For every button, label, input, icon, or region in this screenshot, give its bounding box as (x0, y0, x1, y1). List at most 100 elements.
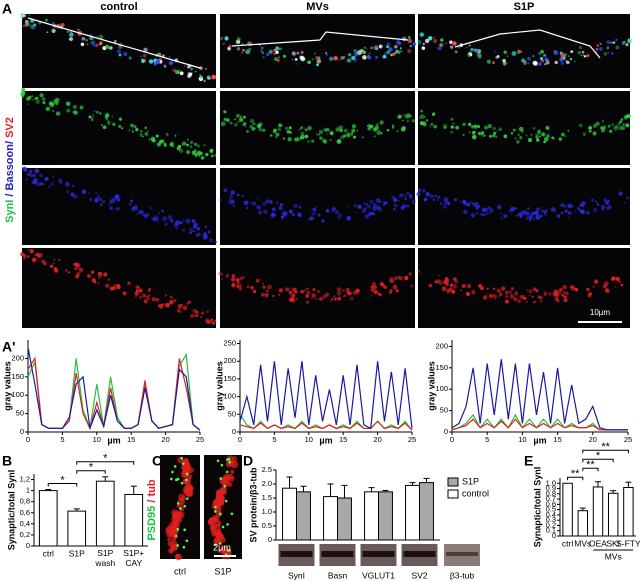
y-axis-title: gray values (214, 361, 224, 411)
punctum (500, 212, 502, 215)
punctum (293, 203, 298, 208)
punctum (135, 289, 139, 293)
punctum (618, 191, 623, 196)
y-tick-label: 50 (16, 409, 24, 418)
punctum (437, 274, 440, 277)
y-tick-label: 0 (444, 427, 448, 436)
punctum (528, 288, 533, 294)
channel-label: SynI / Bassoon/ SV2 (4, 117, 16, 223)
punctum (581, 50, 585, 54)
y-tick-label: 0.6 (546, 499, 556, 508)
psd95-punctum (185, 539, 189, 543)
strand (172, 514, 181, 523)
punctum (579, 209, 581, 211)
strand (184, 463, 192, 471)
strand (230, 469, 235, 475)
column-label: ctrl (174, 566, 186, 576)
punctum (489, 212, 492, 214)
punctum (95, 197, 99, 202)
x-tick-label: 25 (196, 435, 204, 444)
punctum (611, 123, 614, 126)
punctum (256, 205, 258, 208)
punctum (179, 311, 182, 313)
punctum (471, 290, 476, 295)
punctum (625, 43, 629, 47)
punctum (370, 46, 374, 50)
punctum (303, 289, 306, 292)
punctum (420, 272, 423, 275)
y-tick-label: 250 (223, 339, 236, 348)
punctum (211, 74, 217, 80)
punctum (601, 120, 604, 123)
punctum (498, 127, 503, 131)
significance-label: * (89, 462, 94, 474)
punctum (367, 204, 371, 209)
punctum (84, 190, 87, 193)
punctum (271, 207, 276, 212)
punctum (625, 123, 630, 128)
punctum (483, 213, 486, 217)
significance-label: ** (601, 441, 610, 453)
punctum (409, 45, 412, 48)
punctum (512, 128, 516, 132)
punctum (300, 126, 304, 130)
punctum (319, 136, 323, 140)
punctum (600, 128, 606, 133)
punctum (452, 41, 457, 46)
punctum (22, 253, 27, 258)
psd95-punctum (223, 484, 227, 488)
punctum (31, 257, 37, 263)
punctum (27, 248, 30, 251)
punctum (163, 142, 167, 146)
punctum (611, 276, 616, 281)
punctum (496, 54, 500, 59)
punctum (532, 217, 536, 220)
punctum (187, 138, 189, 141)
punctum (452, 284, 458, 289)
punctum (118, 117, 123, 121)
punctum (509, 294, 515, 299)
punctum (396, 130, 399, 133)
punctum (311, 139, 315, 143)
punctum (566, 60, 570, 65)
punctum (78, 267, 84, 273)
punctum (471, 134, 477, 140)
punctum (341, 289, 345, 292)
punctum (373, 213, 376, 216)
punctum (342, 295, 346, 298)
punctum (540, 49, 544, 54)
punctum (252, 289, 257, 294)
punctum (214, 154, 217, 157)
punctum (353, 204, 358, 208)
punctum (594, 200, 597, 203)
punctum (362, 50, 367, 54)
punctum (488, 293, 494, 299)
y-tick-label: 0.7 (546, 494, 556, 503)
punctum (471, 202, 474, 205)
punctum (599, 47, 603, 51)
punctum (105, 113, 110, 118)
punctum (256, 197, 259, 200)
punctum (429, 125, 432, 128)
punctum (367, 55, 372, 60)
punctum (538, 62, 543, 66)
panel-label: A (2, 1, 12, 17)
punctum (411, 195, 413, 198)
strand (217, 531, 223, 537)
punctum (478, 56, 481, 59)
punctum (316, 133, 319, 136)
punctum (59, 182, 62, 185)
punctum (350, 132, 354, 136)
punctum (311, 58, 314, 61)
trace (27, 352, 201, 431)
y-tick-label: 150 (223, 374, 236, 383)
punctum (313, 208, 317, 212)
punctum (615, 38, 618, 41)
punctum (411, 119, 415, 123)
punctum (67, 271, 71, 274)
x-tick-label: VGLUT1 (362, 570, 395, 580)
punctum (465, 291, 471, 297)
punctum (65, 181, 70, 187)
punctum (527, 56, 531, 61)
punctum (55, 101, 59, 106)
